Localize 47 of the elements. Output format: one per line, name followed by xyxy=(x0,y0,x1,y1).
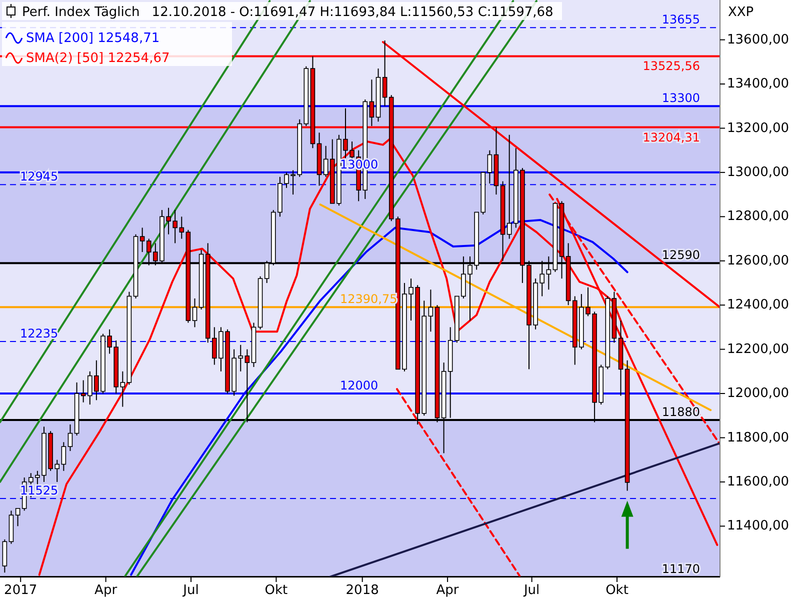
ref-line-label: 13655 xyxy=(662,12,700,27)
x-tick-label: Jul xyxy=(182,583,199,598)
y-tick-label: 13000,00 xyxy=(727,164,790,180)
candlestick xyxy=(428,289,434,332)
candlestick xyxy=(382,40,388,107)
y-tick-label: 13600,00 xyxy=(727,32,790,48)
x-tick-label: 2017 xyxy=(4,583,38,598)
candlestick xyxy=(369,79,374,127)
ref-line-label: 12000 xyxy=(340,378,378,393)
y-tick-label: 12800,00 xyxy=(727,209,790,224)
candlestick xyxy=(506,134,512,240)
candlestick xyxy=(120,370,126,408)
ref-line-label: 13204,31 xyxy=(642,130,700,144)
y-tick-label: 11800,00 xyxy=(727,430,790,446)
y-tick-label: 12400,00 xyxy=(727,298,790,313)
ref-line-label: 13300 xyxy=(662,91,700,106)
ref-line-label: 12590 xyxy=(662,248,700,262)
y-axis-title: XXP xyxy=(728,5,754,20)
ref-line-label: 11170 xyxy=(662,562,700,576)
y-tick-label: 12600,00 xyxy=(727,253,790,268)
x-tick-label: 2018 xyxy=(346,583,379,598)
ref-line-label: 13525,56 xyxy=(642,59,700,74)
ref-line-label: 12945 xyxy=(20,170,58,184)
candlestick xyxy=(487,150,492,184)
y-tick-label: 13200,00 xyxy=(727,120,790,136)
candlestick xyxy=(192,298,198,328)
y-tick-label: 11600,00 xyxy=(727,474,790,490)
candlestick xyxy=(15,508,20,527)
legend-label: SMA(2) [50] 12254,67 xyxy=(26,51,170,66)
chart-subtitle: 12.10.2018 - O:11691,47 H:11693,84 L:11560,53 C:11597,68 xyxy=(152,5,554,20)
y-tick-label: 11400,00 xyxy=(727,518,790,534)
candlestick xyxy=(80,380,86,403)
x-tick-label: Apr xyxy=(436,583,460,598)
candlestick xyxy=(323,145,328,178)
candlestick xyxy=(68,424,73,452)
ref-line-label: 12235 xyxy=(20,326,58,341)
x-tick-label: Okt xyxy=(264,583,288,598)
x-tick-label: Jul xyxy=(522,583,540,598)
y-tick-label: 12200,00 xyxy=(727,342,790,357)
candlestick xyxy=(61,442,66,472)
y-tick-label: 12000,00 xyxy=(727,386,790,402)
chart-title: Perf. Index Täglich xyxy=(22,5,140,20)
legend-label: SMA [200] 12548,71 xyxy=(26,31,160,46)
y-tick-label: 13400,00 xyxy=(727,76,790,92)
x-tick-label: Okt xyxy=(606,583,628,598)
candlestick xyxy=(140,227,145,253)
x-tick-label: Apr xyxy=(94,583,118,598)
